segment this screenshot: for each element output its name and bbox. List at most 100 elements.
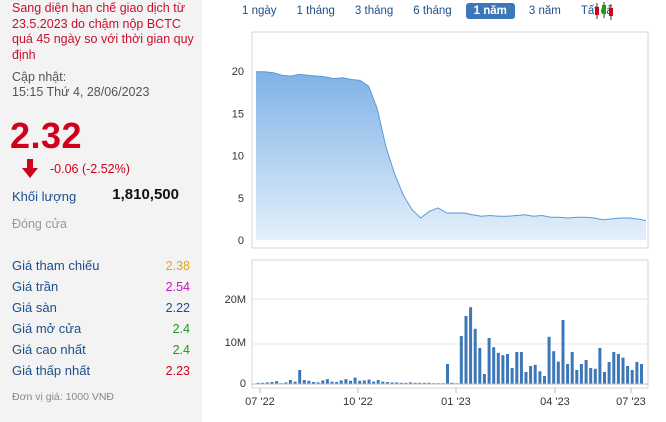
volume-bar <box>302 380 306 384</box>
volume-bar <box>312 382 315 384</box>
price-line <box>256 71 647 222</box>
stat-label: Giá tham chiếu <box>12 258 100 273</box>
volume-bar <box>376 380 380 384</box>
volume-bar <box>270 382 274 384</box>
volume-bar <box>390 382 394 384</box>
volume-bar <box>626 366 630 384</box>
volume-bar <box>496 352 500 384</box>
volume-bar <box>469 307 473 384</box>
tab-1-year[interactable]: 1 năm <box>465 3 515 19</box>
volume-bar <box>556 361 560 384</box>
volume-bar <box>593 368 597 384</box>
volume-bar <box>616 354 620 384</box>
volume-bar <box>482 374 486 384</box>
volume-bar <box>515 352 519 384</box>
volume-bar <box>510 368 514 384</box>
volume-y-tick-label: 0 <box>240 378 246 390</box>
volume-bar <box>635 362 639 384</box>
volume-bar <box>561 320 565 384</box>
volume-bar <box>418 382 422 384</box>
volume-bar <box>353 377 357 384</box>
stat-row-reference: Giá tham chiếu 2.38 <box>12 255 190 276</box>
tab-1-day[interactable]: 1 ngày <box>242 5 277 17</box>
volume-bar <box>464 316 468 384</box>
volume-bar <box>298 370 302 384</box>
current-price: 2.32 <box>10 115 83 156</box>
volume-bar <box>473 328 477 384</box>
volume-bar <box>570 352 574 384</box>
volume-bar <box>293 381 297 384</box>
volume-bar <box>459 336 463 384</box>
price-y-tick-label: 10 <box>232 151 244 163</box>
volume-bar <box>612 352 616 384</box>
stat-value: 2.23 <box>165 363 190 378</box>
volume-bar <box>584 360 588 384</box>
price-change: -0.06 (-2.52%) <box>50 162 130 176</box>
volume-bar <box>325 379 329 384</box>
updated-label: Cập nhật: <box>12 70 67 84</box>
volume-bar <box>344 379 348 384</box>
volume-bar <box>538 371 542 384</box>
candlestick-icon[interactable] <box>593 1 615 21</box>
updated-time: 15:15 Thứ 4, 28/06/2023 <box>12 85 150 99</box>
stat-value: 2.38 <box>165 258 190 273</box>
volume-bar <box>533 364 537 384</box>
market-status: Đóng cửa <box>12 217 67 231</box>
volume-bar <box>275 381 279 384</box>
stat-row-ceiling: Giá trần 2.54 <box>12 276 190 297</box>
x-tick-label: 07 '22 <box>245 396 275 408</box>
tab-1-month[interactable]: 1 tháng <box>296 5 335 17</box>
volume-bar <box>404 382 408 384</box>
price-y-tick-label: 5 <box>238 193 244 205</box>
volume-bar <box>362 380 366 384</box>
price-stats-list: Giá tham chiếu 2.38 Giá trần 2.54 Giá sà… <box>12 255 190 381</box>
tab-3-years[interactable]: 3 năm <box>528 5 561 17</box>
stat-label: Giá trần <box>12 279 59 294</box>
stat-value: 2.54 <box>165 279 190 294</box>
volume-bar <box>589 368 593 384</box>
volume-bar <box>427 382 431 384</box>
volume-bar <box>256 382 260 384</box>
stat-label: Giá thấp nhất <box>12 363 91 378</box>
stat-value: 2.4 <box>172 342 190 357</box>
tab-3-months[interactable]: 3 tháng <box>354 5 394 17</box>
volume-bar <box>422 382 426 384</box>
volume-bar <box>524 372 528 384</box>
volume-bar <box>640 364 643 384</box>
x-tick-label: 04 '23 <box>540 396 570 408</box>
volume-bar <box>501 355 505 384</box>
volume-bar <box>492 347 496 384</box>
volume-bar <box>284 382 288 384</box>
stat-value: 2.22 <box>165 300 190 315</box>
volume-bar <box>621 357 625 384</box>
volume-bar <box>598 348 602 384</box>
volume-bar <box>330 381 334 384</box>
stat-label: Giá sàn <box>12 300 57 315</box>
x-tick-label: 07 '23 <box>616 396 646 408</box>
down-arrow-icon <box>22 159 38 178</box>
x-tick-label: 10 '22 <box>343 396 373 408</box>
tab-6-months[interactable]: 6 tháng <box>413 5 452 17</box>
volume-bar <box>265 382 269 384</box>
stat-row-floor: Giá sàn 2.22 <box>12 297 190 318</box>
volume-bar <box>381 381 385 384</box>
price-chart-frame <box>251 31 649 249</box>
volume-bar <box>339 380 343 384</box>
volume-bar <box>478 348 482 384</box>
volume-y-tick-label: 10M <box>225 337 246 349</box>
volume-bar <box>372 381 376 384</box>
volume-bar <box>261 382 265 384</box>
volume-bar <box>607 362 611 384</box>
volume-bar <box>603 372 606 384</box>
volume-bar <box>307 380 311 384</box>
price-y-tick-label: 15 <box>232 108 244 120</box>
stat-label: Giá cao nhất <box>12 342 86 357</box>
stat-label: Giá mở cửa <box>12 321 82 336</box>
volume-bar <box>579 364 583 384</box>
volume-bar <box>385 382 389 384</box>
stat-row-open: Giá mở cửa 2.4 <box>12 318 190 339</box>
volume-bar <box>358 380 362 384</box>
volume-bar <box>506 354 509 384</box>
volume-bar <box>395 382 399 384</box>
